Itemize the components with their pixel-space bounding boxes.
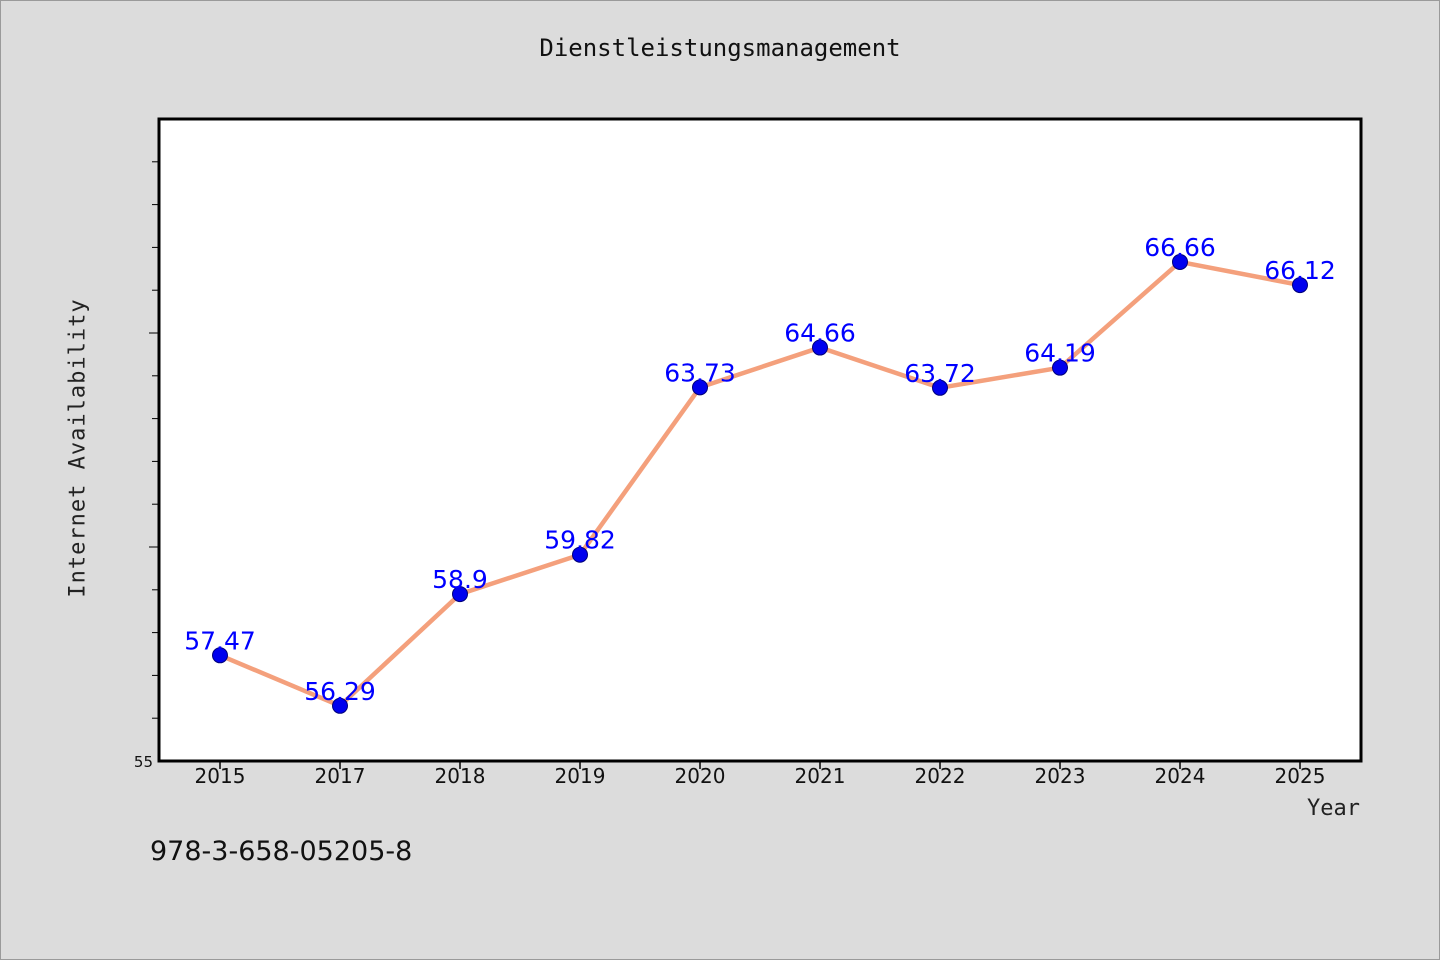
x-tick-label: 2025: [1275, 764, 1326, 788]
x-tick-label: 2022: [915, 764, 966, 788]
x-tick-label: 2023: [1035, 764, 1086, 788]
data-label: 59.82: [544, 526, 616, 555]
data-label: 66.66: [1144, 233, 1216, 262]
data-point: [692, 379, 708, 396]
data-label: 58.9: [432, 565, 488, 594]
chart-title: Dienstleistungsmanagement: [539, 34, 901, 62]
y-tick-label: 55: [134, 753, 153, 771]
data-label: 57.47: [184, 626, 256, 655]
series-line: [217, 259, 1303, 709]
x-tick-label: 2021: [795, 764, 846, 788]
data-point: [1292, 277, 1308, 294]
data-label: 64.19: [1024, 339, 1096, 368]
data-label: 56.29: [304, 677, 376, 706]
plot-area: [157, 117, 1363, 763]
data-label: 64.66: [784, 319, 856, 348]
isbn-footnote: 978-3-658-05205-8: [150, 836, 413, 867]
x-tick-label: 2020: [675, 764, 726, 788]
data-label: 63.72: [904, 359, 976, 388]
x-axis-label: Year: [1307, 796, 1360, 821]
x-tick-label: 2017: [315, 764, 366, 788]
data-point: [812, 339, 828, 356]
data-point: [932, 379, 948, 396]
data-point: [1172, 253, 1188, 270]
x-tick-label: 2015: [195, 764, 246, 788]
data-point: [212, 647, 228, 664]
data-point: [332, 697, 348, 714]
data-label: 63.73: [664, 358, 736, 387]
data-point: [452, 586, 468, 603]
x-tick-label: 2019: [555, 764, 606, 788]
x-tick-label: 2024: [1155, 764, 1206, 788]
data-label: 66.12: [1264, 256, 1336, 285]
x-tick-label: 2018: [435, 764, 486, 788]
data-point: [1052, 359, 1068, 376]
data-point: [572, 546, 588, 563]
